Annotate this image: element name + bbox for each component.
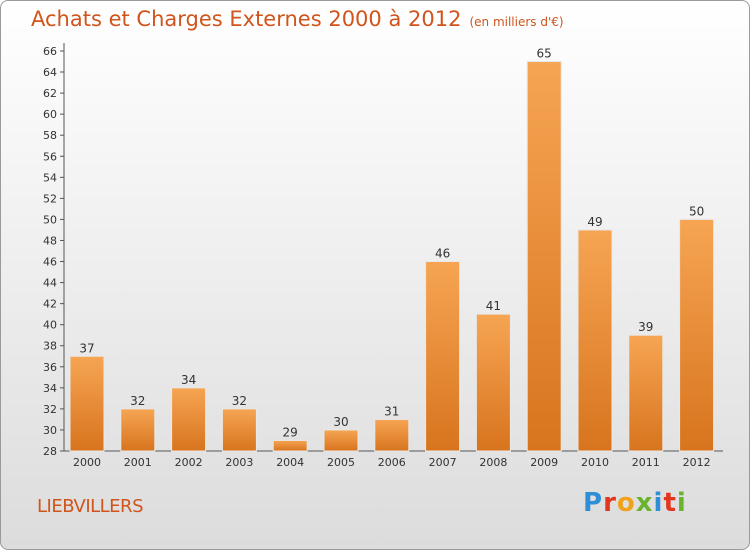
x-tick-label: 2000 <box>73 456 101 469</box>
y-tick-label: 30 <box>43 424 57 437</box>
y-tick-label: 64 <box>43 66 57 79</box>
bar <box>577 229 613 452</box>
x-tick-label: 2004 <box>276 456 304 469</box>
bar <box>526 61 562 452</box>
y-tick-label: 62 <box>43 87 57 100</box>
bar <box>374 418 410 452</box>
x-axis: 2000 2001 2002 2003 2004 2005 2006 2007 2008 2009… <box>64 450 723 469</box>
data-label: 39 <box>638 320 653 334</box>
data-label: 49 <box>587 215 602 229</box>
unit-note: (en milliers d'€) <box>469 15 564 29</box>
x-tick-label: 2012 <box>683 456 711 469</box>
bar <box>272 439 308 452</box>
data-labels: 37 32 34 32 29 30 31 46 41 65 49 39 50 <box>79 47 704 440</box>
data-label: 37 <box>79 341 94 355</box>
commune-name: LIEBVILLERS <box>37 496 144 517</box>
bar <box>171 387 207 452</box>
x-tick-label: 2008 <box>479 456 507 469</box>
logo-letter: P <box>583 488 604 518</box>
x-tick-label: 2005 <box>327 456 355 469</box>
logo-letter: t <box>663 488 677 518</box>
bar <box>69 355 105 452</box>
y-tick-label: 28 <box>43 445 57 458</box>
y-tick-label: 38 <box>43 340 57 353</box>
bar <box>120 408 156 452</box>
data-label: 32 <box>232 394 247 408</box>
data-label: 65 <box>537 47 552 61</box>
logo-letter: r <box>603 488 617 518</box>
bar <box>221 408 257 452</box>
y-tick-label: 58 <box>43 129 57 142</box>
logo-letter: x <box>635 488 654 518</box>
data-label: 46 <box>435 247 450 261</box>
x-tick-label: 2001 <box>124 456 152 469</box>
y-tick-label: 60 <box>43 108 57 121</box>
y-tick-label: 66 <box>43 45 57 58</box>
chart-title: Achats et Charges Externes 2000 à 2012 <box>31 7 462 31</box>
y-tick-label: 50 <box>43 213 57 226</box>
bar <box>323 429 359 452</box>
x-tick-label: 2002 <box>175 456 203 469</box>
data-label: 50 <box>689 204 704 218</box>
y-tick-label: 40 <box>43 319 57 332</box>
y-tick-label: 56 <box>43 150 57 163</box>
y-tick-label: 52 <box>43 192 57 205</box>
x-tick-label: 2006 <box>378 456 406 469</box>
x-tick-label: 2011 <box>632 456 660 469</box>
y-tick-label: 44 <box>43 277 57 290</box>
y-tick-label: 48 <box>43 234 57 247</box>
bar <box>679 218 715 452</box>
x-tick-label: 2007 <box>429 456 457 469</box>
x-tick-label: 2009 <box>530 456 558 469</box>
y-tick-label: 46 <box>43 256 57 269</box>
logo-letter: o <box>616 488 636 518</box>
bar <box>425 261 461 452</box>
bars <box>69 61 715 452</box>
data-label: 30 <box>333 415 348 429</box>
title-block: Achats et Charges Externes 2000 à 2012 (e… <box>31 7 564 31</box>
data-label: 31 <box>384 404 399 418</box>
y-tick-label: 32 <box>43 403 57 416</box>
y-tick-label: 42 <box>43 298 57 311</box>
bar <box>475 313 511 452</box>
x-tick-label: 2010 <box>581 456 609 469</box>
proxiti-logo[interactable]: Proxiti <box>583 488 687 518</box>
data-label: 34 <box>181 373 196 387</box>
data-label: 32 <box>130 394 145 408</box>
y-tick-label: 36 <box>43 361 57 374</box>
y-tick-label: 34 <box>43 382 57 395</box>
data-label: 41 <box>486 299 501 313</box>
bar <box>628 334 664 452</box>
data-label: 29 <box>283 425 298 439</box>
logo-letter: i <box>653 488 664 518</box>
logo-letter: i <box>676 488 687 518</box>
x-tick-label: 2003 <box>225 456 253 469</box>
y-tick-label: 54 <box>43 171 57 184</box>
y-axis: 28 30 32 34 36 38 40 42 44 46 48 50 52 54 56 58 60 62 64 66 <box>43 43 65 458</box>
